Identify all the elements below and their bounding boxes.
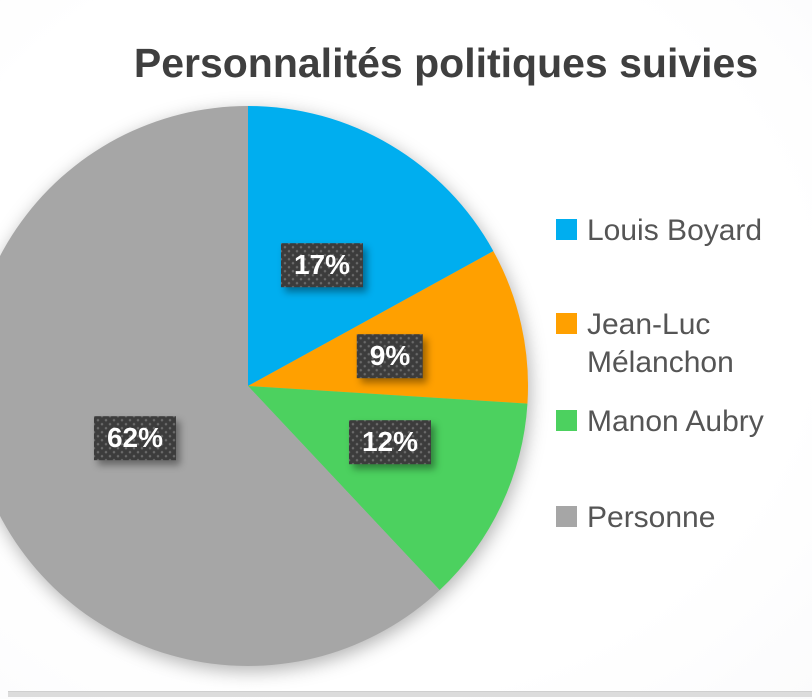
data-label-jean-luc-melanchon: 9% [357,334,423,378]
pie-slice-louis-boyard[interactable] [248,106,494,386]
legend-key-icon [556,219,577,240]
legend-label: Personne [587,501,716,534]
pie-slice-manon-aubry[interactable] [248,386,528,591]
data-label-manon-aubry: 12% [349,420,431,464]
pie-slice-personne[interactable] [0,106,440,666]
legend-item-louis-boyard[interactable]: Louis Boyard [556,212,762,250]
legend-item-personne[interactable]: Personne [556,499,715,537]
legend-item-manon-aubry[interactable]: Manon Aubry [556,403,764,441]
legend-key-icon [556,410,577,431]
legend: Louis Boyard Jean-Luc Mélanchon Manon Aubr… [556,0,804,699]
pie-slice-jean-luc-melanchon[interactable] [248,251,529,404]
legend-label: Louis Boyard [587,214,763,247]
chart-title: Personnalités politiques suivies [133,40,759,86]
data-label-louis-boyard: 17% [281,243,363,287]
legend-item-jean-luc-melanchon[interactable]: Jean-Luc Mélanchon [556,306,804,382]
legend-key-icon [556,313,577,334]
legend-label: Jean-Luc Mélanchon [587,308,734,380]
window-bottom-edge [8,691,812,697]
legend-label: Manon Aubry [587,405,764,438]
data-label-personne: 62% [94,416,176,460]
legend-key-icon [556,506,577,527]
